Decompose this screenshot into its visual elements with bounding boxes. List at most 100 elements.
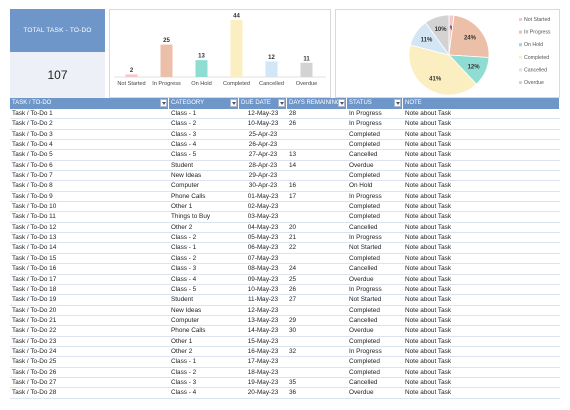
filter-dropdown-icon[interactable]: [338, 99, 345, 107]
table-cell[interactable]: 36: [289, 389, 297, 397]
table-cell[interactable]: 26: [289, 120, 297, 128]
table-cell[interactable]: 01-May-23: [247, 192, 279, 200]
table-cell[interactable]: Overdue: [349, 327, 374, 335]
table-cell[interactable]: Note about Task: [405, 265, 452, 273]
table-row[interactable]: Task / To-Do 12 Other 2 04-May-23 20 Cancell…: [10, 223, 560, 234]
table-cell[interactable]: 29: [289, 316, 297, 324]
table-cell[interactable]: 15-May-23: [247, 337, 279, 345]
table-cell[interactable]: Note about Task: [405, 306, 452, 314]
table-row[interactable]: Task / To-Do 6 Student 28-Apr-23 14 Overdue N…: [10, 161, 560, 172]
table-cell[interactable]: Task / To-Do 2: [12, 120, 53, 128]
table-cell[interactable]: Completed: [349, 172, 380, 180]
table-cell[interactable]: Class - 1: [171, 110, 197, 117]
table-cell[interactable]: Class - 2: [171, 254, 197, 262]
table-cell[interactable]: Computer: [171, 182, 200, 190]
table-cell[interactable]: [287, 254, 347, 263]
table-cell[interactable]: Not Started: [349, 296, 382, 304]
table-cell[interactable]: Class - 5: [171, 285, 197, 293]
table-cell[interactable]: [287, 202, 347, 211]
table-cell[interactable]: 27-Apr-23: [248, 151, 278, 159]
table-cell[interactable]: 22: [289, 244, 297, 252]
table-cell[interactable]: Task / To-Do 23: [12, 337, 57, 345]
table-row[interactable]: Task / To-Do 5 Class - 5 27-Apr-23 13 Cancel…: [10, 150, 560, 161]
table-cell[interactable]: 20: [289, 223, 297, 231]
table-row[interactable]: Task / To-Do 15 Class - 2 07-May-23 Complet…: [10, 254, 560, 265]
table-cell[interactable]: Task / To-Do 8: [12, 182, 53, 190]
table-cell[interactable]: Class - 3: [171, 265, 197, 273]
table-cell[interactable]: [287, 368, 347, 377]
table-cell[interactable]: 06-May-23: [247, 244, 279, 252]
table-cell[interactable]: [287, 337, 347, 346]
table-row[interactable]: Task / To-Do 22 Phone Calls 14-May-23 30 Ove…: [10, 326, 560, 337]
table-cell[interactable]: In Progress: [349, 120, 382, 128]
table-cell[interactable]: 18-May-23: [247, 368, 279, 376]
table-cell[interactable]: On Hold: [349, 182, 373, 190]
table-cell[interactable]: Other 2: [171, 347, 193, 355]
table-cell[interactable]: Overdue: [349, 275, 374, 283]
table-cell[interactable]: [287, 212, 347, 221]
table-cell[interactable]: Cancelled: [349, 378, 378, 386]
table-cell[interactable]: [287, 140, 347, 149]
table-cell[interactable]: Task / To-Do 13: [12, 234, 57, 242]
table-cell[interactable]: Note about Task: [405, 130, 452, 138]
table-cell[interactable]: Class - 1: [171, 358, 197, 366]
table-cell[interactable]: In Progress: [349, 285, 382, 293]
table-cell[interactable]: Task / To-Do 16: [12, 265, 57, 273]
table-cell[interactable]: Task / To-Do 27: [12, 378, 57, 386]
table-row[interactable]: Task / To-Do 16 Class - 3 08-May-23 24 Cance…: [10, 264, 560, 275]
table-row[interactable]: Task / To-Do 3 Class - 3 25-Apr-23 Complete…: [10, 130, 560, 141]
table-cell[interactable]: 26: [289, 285, 297, 293]
table-cell[interactable]: Note about Task: [405, 244, 452, 252]
table-cell[interactable]: [287, 171, 347, 180]
table-cell[interactable]: Other 1: [171, 203, 193, 211]
table-row[interactable]: Task / To-Do 13 Class - 2 05-May-23 21 In Pr…: [10, 233, 560, 244]
table-cell[interactable]: 16: [289, 182, 297, 190]
table-cell[interactable]: 28: [289, 110, 297, 117]
table-cell[interactable]: Class - 4: [171, 141, 197, 149]
table-cell[interactable]: Not Started: [349, 244, 382, 252]
table-cell[interactable]: Note about Task: [405, 120, 452, 128]
table-cell[interactable]: 30: [289, 327, 297, 335]
table-cell[interactable]: Task / To-Do 20: [12, 306, 57, 314]
table-cell[interactable]: 09-May-23: [247, 275, 279, 283]
table-row[interactable]: Task / To-Do 11 Things to Buy 03-May-23 Com…: [10, 212, 560, 223]
table-cell[interactable]: 04-May-23: [247, 223, 279, 231]
table-cell[interactable]: Note about Task: [405, 347, 452, 355]
table-row[interactable]: Task / To-Do 27 Class - 3 19-May-23 35 Cance…: [10, 378, 560, 389]
table-cell[interactable]: Task / To-Do 11: [12, 213, 56, 221]
table-cell[interactable]: Class - 2: [171, 368, 197, 376]
table-cell[interactable]: Cancelled: [349, 151, 378, 159]
table-cell[interactable]: Completed: [349, 141, 380, 149]
table-cell[interactable]: 10-May-23: [247, 120, 279, 128]
table-cell[interactable]: Student: [171, 296, 194, 304]
table-cell[interactable]: 16-May-23: [247, 347, 279, 355]
table-cell[interactable]: Task / To-Do 22: [12, 327, 57, 335]
table-cell[interactable]: Task / To-Do 24: [12, 347, 57, 355]
table-cell[interactable]: New Ideas: [171, 172, 202, 180]
table-cell[interactable]: 25-Apr-23: [248, 130, 278, 138]
table-cell[interactable]: 14: [289, 161, 297, 169]
table-cell[interactable]: Completed: [349, 213, 380, 221]
table-cell[interactable]: Other 2: [171, 223, 193, 231]
table-cell[interactable]: Student: [171, 161, 194, 169]
table-cell[interactable]: Task / To-Do 28: [12, 389, 57, 397]
table-cell[interactable]: Task / To-Do 3: [12, 130, 53, 138]
table-cell[interactable]: Completed: [349, 254, 380, 262]
table-cell[interactable]: Note about Task: [405, 296, 452, 304]
table-cell[interactable]: Completed: [349, 306, 380, 314]
table-cell[interactable]: Note about Task: [405, 110, 452, 117]
table-cell[interactable]: Task / To-Do 7: [12, 172, 53, 180]
table-cell[interactable]: 30-Apr-23: [248, 182, 278, 190]
table-cell[interactable]: Task / To-Do 18: [12, 285, 57, 293]
table-cell[interactable]: Note about Task: [405, 203, 452, 211]
table-row[interactable]: Task / To-Do 17 Class - 4 09-May-23 25 Overd…: [10, 275, 560, 285]
table-row[interactable]: Task / To-Do 23 Other 1 15-May-23 Completed…: [10, 337, 560, 347]
table-cell[interactable]: Note about Task: [405, 161, 452, 169]
table-cell[interactable]: [287, 357, 347, 366]
table-row[interactable]: Task / To-Do 1 Class - 1 12-May-23 28 In Pro…: [10, 109, 560, 120]
table-cell[interactable]: Cancelled: [349, 316, 378, 324]
table-cell[interactable]: 17-May-23: [247, 358, 279, 366]
table-cell[interactable]: 35: [289, 378, 297, 386]
table-cell[interactable]: Task / To-Do 15: [12, 254, 57, 262]
table-row[interactable]: Task / To-Do 7 New Ideas 29-Apr-23 Complete…: [10, 171, 560, 182]
